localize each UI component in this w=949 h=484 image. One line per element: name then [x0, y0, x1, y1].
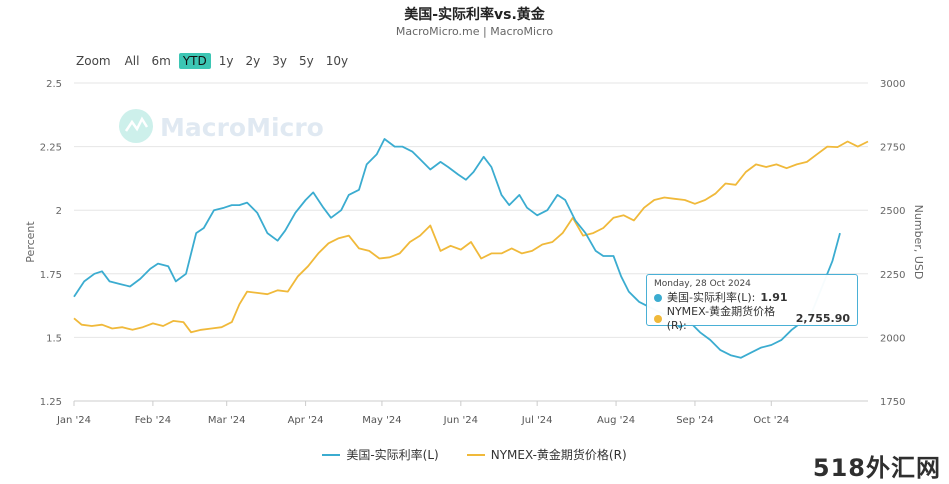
legend-gold-label: NYMEX-黄金期货价格(R): [490, 448, 627, 462]
x-tick-label: Oct '24: [753, 415, 789, 426]
corner-watermark: 518外汇网: [812, 454, 941, 482]
tooltip-rate-dot-icon: [654, 294, 662, 302]
legend-rate-line-icon: [322, 453, 341, 456]
y-left-tick-label: 1.5: [46, 333, 62, 344]
legend: 美国-实际利率(L) NYMEX-黄金期货价格(R): [0, 446, 949, 463]
y-left-tick-label: 2.5: [46, 79, 62, 90]
tooltip-date: Monday, 28 Oct 2024: [654, 279, 751, 289]
chart-title: 美国-实际利率vs.黄金: [404, 7, 545, 23]
chart-subtitle: MacroMicro.me | MacroMicro: [395, 25, 554, 38]
tooltip: Monday, 28 Oct 2024 美国-实际利率(L): 1.91 NYM…: [646, 274, 858, 332]
x-tick-label: May '24: [362, 415, 401, 426]
legend-rate-label: 美国-实际利率(L): [346, 448, 439, 462]
y-left-tick-label: 2.25: [40, 143, 62, 154]
x-tick-label: Jun '24: [443, 415, 478, 426]
y-right-tick-label: 2000: [880, 333, 905, 344]
tooltip-row-rate: 美国-实际利率(L): 1.91: [654, 291, 850, 305]
zoom-ytd-button[interactable]: YTD: [178, 53, 211, 69]
zoom-2y-button[interactable]: 2y: [245, 54, 261, 68]
y-right-tick-label: 2500: [880, 206, 905, 217]
zoom-label: Zoom: [76, 54, 111, 68]
y-left-axis-title: Percent: [24, 221, 37, 263]
y-left-tick-label: 2: [56, 206, 62, 217]
y-left-tick-label: 1.25: [40, 397, 62, 408]
series-layer: [73, 138, 869, 359]
series-line-real-rate: [73, 138, 841, 359]
zoom-3y-button[interactable]: 3y: [272, 54, 287, 68]
zoom-5y-button[interactable]: 5y: [298, 54, 314, 68]
x-tick-label: Apr '24: [288, 415, 324, 426]
legend-item-rate[interactable]: 美国-实际利率(L): [322, 446, 439, 463]
y-right-axis-title: Number, USD: [912, 205, 925, 280]
tooltip-rate-value: 1.91: [760, 291, 788, 304]
x-tick-label: Jul '24: [521, 415, 553, 426]
x-tick-label: Sep '24: [676, 415, 714, 426]
x-tick-label: Feb '24: [135, 415, 171, 426]
macromicro-logo-icon: [119, 109, 153, 143]
macromicro-watermark: MacroMicro: [119, 109, 324, 143]
tooltip-gold-label: NYMEX-黄金期货价格(R):: [666, 305, 776, 332]
axes: 1.25 1.5 1.75 2 2.25 2.5 1750 2000 2250 2500 2750 3…: [24, 79, 925, 426]
y-right-tick-label: 3000: [880, 79, 905, 90]
tooltip-gold-dot-icon: [654, 315, 662, 323]
tooltip-row-gold: NYMEX-黄金期货价格(R): 2,755.90: [654, 305, 850, 333]
legend-gold-line-icon: [466, 453, 485, 456]
legend-item-gold[interactable]: NYMEX-黄金期货价格(R): [466, 446, 627, 463]
y-right-tick-label: 2750: [880, 143, 905, 154]
zoom-6m-button[interactable]: 6m: [151, 54, 171, 68]
tooltip-gold-value: 2,755.90: [795, 312, 850, 325]
y-right-tick-label: 2250: [880, 270, 905, 281]
zoom-10y-button[interactable]: 10y: [325, 54, 349, 68]
y-right-tick-label: 1750: [880, 397, 905, 408]
y-left-tick-label: 1.75: [40, 270, 62, 281]
watermark-logo-text: MacroMicro: [160, 113, 324, 142]
tooltip-rate-label: 美国-实际利率(L):: [667, 291, 756, 304]
zoom-bar: Zoom All 6m YTD 1y 2y 3y 5y 10y: [74, 53, 356, 69]
logo-wave-mark: [124, 116, 149, 132]
zoom-1y-button[interactable]: 1y: [218, 54, 234, 68]
x-tick-label: Jan '24: [56, 415, 91, 426]
x-tick-label: Aug '24: [597, 415, 635, 426]
zoom-all-button[interactable]: All: [124, 54, 140, 68]
series-line-gold-price: [73, 140, 869, 334]
x-tick-label: Mar '24: [208, 415, 246, 426]
